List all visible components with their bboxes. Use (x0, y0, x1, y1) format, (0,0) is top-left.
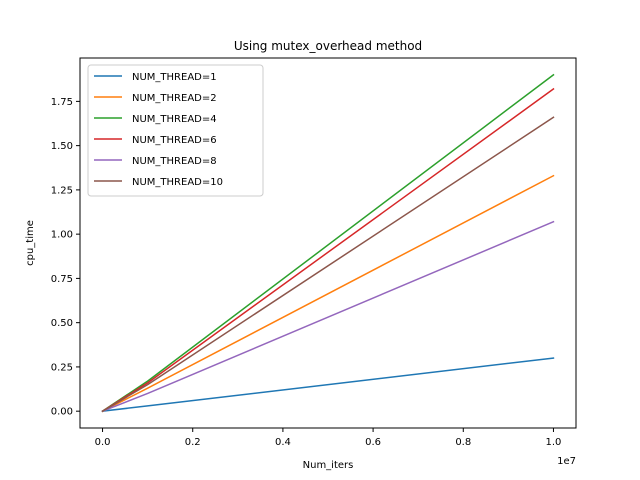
legend: NUM_THREAD=1 NUM_THREAD=2 NUM_THREAD=4 NUM_… (87, 64, 264, 197)
x-tick-label: 0.0 (95, 437, 111, 448)
series-line-5 (101, 220, 555, 413)
x-tick-label: 0.4 (275, 437, 291, 448)
series-line-2 (101, 174, 555, 413)
legend-label: NUM_THREAD=1 (132, 72, 217, 83)
y-tick-label: 0.25 (51, 362, 73, 373)
series-line-6 (101, 116, 555, 413)
x-tick-label: 0.6 (365, 437, 381, 448)
series-line-1 (101, 357, 555, 413)
x-tick-label: 0.8 (455, 437, 471, 448)
y-tick-label: 0.00 (51, 407, 73, 418)
legend-label: NUM_THREAD=6 (132, 135, 217, 146)
legend-label: NUM_THREAD=4 (132, 114, 217, 125)
y-axis-ticks: 0.00 0.25 0.50 0.75 1.00 1.25 1.50 1.75 (51, 97, 80, 418)
x-axis-offset-label: 1e7 (557, 456, 576, 467)
legend-label: NUM_THREAD=10 (132, 177, 223, 188)
x-tick-label: 1.0 (546, 437, 562, 448)
series-lines (101, 73, 555, 413)
x-axis-ticks: 0.0 0.2 0.4 0.6 0.8 1.0 (95, 428, 562, 448)
y-tick-label: 0.50 (51, 318, 73, 329)
x-tick-label: 0.2 (185, 437, 201, 448)
legend-box (87, 64, 264, 197)
x-axis-label: Num_iters (303, 460, 354, 471)
y-tick-label: 1.25 (51, 185, 73, 196)
y-tick-label: 1.75 (51, 97, 73, 108)
chart-title: Using mutex_overhead method (234, 39, 422, 53)
legend-label: NUM_THREAD=8 (132, 156, 217, 167)
y-tick-label: 1.50 (51, 141, 73, 152)
legend-label: NUM_THREAD=2 (132, 93, 217, 104)
y-axis-label: cpu_time (25, 220, 36, 266)
axes-frame (79, 57, 577, 429)
y-tick-label: 0.75 (51, 274, 73, 285)
y-tick-label: 1.00 (51, 230, 73, 241)
